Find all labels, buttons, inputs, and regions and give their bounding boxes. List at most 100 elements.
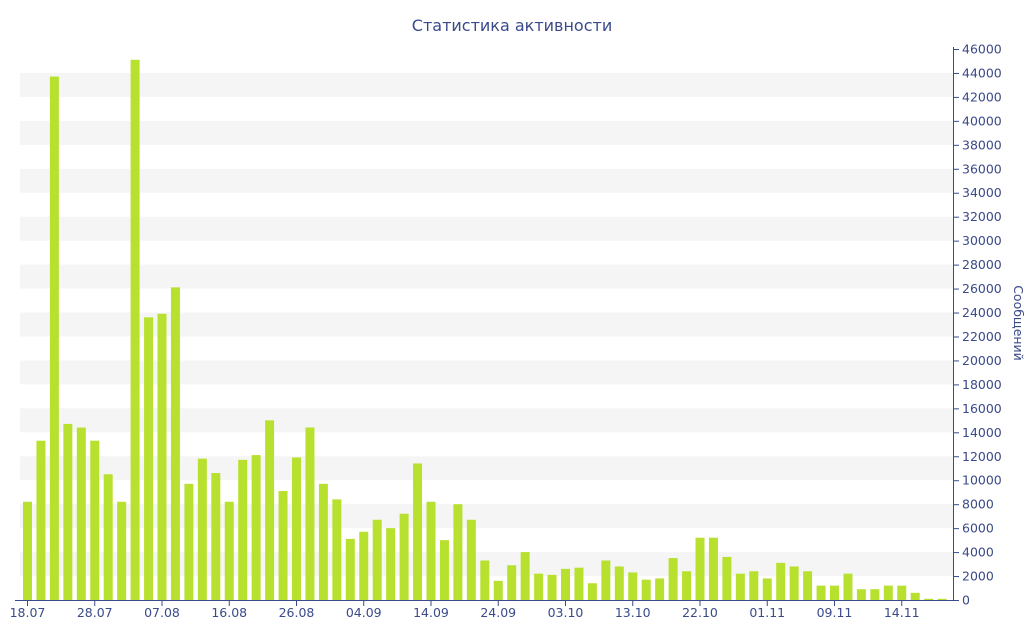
bar — [668, 558, 678, 600]
bar — [870, 589, 880, 600]
y-tick-label: 24000 — [962, 305, 1002, 320]
bar — [426, 501, 436, 600]
bar — [830, 585, 839, 600]
bar — [641, 579, 651, 600]
x-tick-label: 09.11 — [817, 605, 853, 620]
x-tick-label: 14.09 — [413, 605, 449, 620]
grid-bands — [20, 72, 953, 577]
bar — [776, 562, 786, 600]
y-tick-label: 28000 — [962, 257, 1002, 272]
bar — [386, 528, 396, 600]
x-tick-label: 03.10 — [548, 605, 584, 620]
bar — [910, 592, 920, 600]
bar — [856, 589, 866, 600]
y-tick-label: 32000 — [962, 209, 1002, 224]
x-tick-label: 13.10 — [615, 605, 651, 620]
x-tick-label: 26.08 — [279, 605, 315, 620]
bar — [372, 519, 382, 600]
bar — [897, 585, 907, 600]
y-tick-label: 42000 — [962, 89, 1002, 104]
x-tick-label: 18.07 — [10, 605, 46, 620]
grid-band — [20, 72, 953, 97]
bar — [480, 560, 490, 600]
bar — [130, 59, 140, 600]
y-tick-label: 26000 — [962, 281, 1002, 296]
y-tick-label: 40000 — [962, 113, 1002, 128]
bar — [682, 571, 692, 600]
bar — [816, 585, 826, 600]
grid-band — [20, 120, 953, 145]
grid-band — [20, 360, 953, 385]
x-tick-label: 04.09 — [346, 605, 382, 620]
bar — [574, 567, 584, 600]
y-tick-label: 16000 — [962, 401, 1002, 416]
y-tick-label: 36000 — [962, 161, 1002, 176]
y-tick-label: 8000 — [962, 497, 994, 512]
bar — [614, 566, 624, 600]
bar — [655, 578, 665, 600]
grid-band — [20, 216, 953, 241]
bar — [305, 427, 315, 600]
bar — [507, 565, 517, 600]
bar — [292, 457, 301, 600]
bar — [144, 317, 154, 600]
bar — [466, 519, 476, 600]
y-tick-label: 22000 — [962, 329, 1002, 344]
bar — [170, 287, 180, 600]
bar — [63, 423, 73, 600]
y-tick-label: 44000 — [962, 65, 1002, 80]
x-tick-label: 24.09 — [480, 605, 516, 620]
bar — [251, 455, 261, 600]
x-tick-label: 07.08 — [144, 605, 180, 620]
y-tick-label: 10000 — [962, 473, 1002, 488]
x-tick-label: 28.07 — [77, 605, 113, 620]
grid-band — [20, 264, 953, 289]
bar — [345, 538, 355, 600]
bar — [211, 473, 221, 600]
y-tick-label: 6000 — [962, 521, 994, 536]
bar — [224, 501, 234, 600]
y-tick-label: 20000 — [962, 353, 1002, 368]
bar — [157, 313, 167, 600]
bar — [90, 440, 100, 600]
bar — [103, 474, 113, 600]
bar — [587, 583, 597, 600]
bar — [413, 463, 423, 600]
x-tick-label: 16.08 — [211, 605, 247, 620]
grid-band — [20, 312, 953, 337]
bar — [883, 585, 893, 600]
bar — [453, 504, 463, 600]
y-axis-label: Сообщений — [1011, 285, 1024, 361]
x-tick-label: 14.11 — [884, 605, 920, 620]
bar — [332, 499, 342, 600]
y-tick-label: 38000 — [962, 137, 1002, 152]
bar — [318, 483, 328, 600]
bar — [534, 573, 544, 600]
bar — [49, 76, 59, 601]
bar — [789, 566, 799, 600]
bar — [238, 459, 248, 600]
bar — [520, 552, 530, 600]
bar — [76, 427, 86, 600]
y-tick-label: 46000 — [962, 42, 1002, 57]
bar — [924, 598, 934, 600]
bar — [937, 598, 947, 600]
bar — [439, 540, 449, 600]
y-tick-label: 18000 — [962, 377, 1002, 392]
x-axis-ticks: 18.07 28.07 07.08 16.08 26.08 04.09 14.09 24.09… — [10, 600, 920, 620]
bar — [184, 483, 194, 600]
y-tick-label: 34000 — [962, 185, 1002, 200]
y-tick-label: 12000 — [962, 449, 1002, 464]
bar — [628, 572, 638, 600]
bar — [708, 537, 718, 600]
y-tick-label: 4000 — [962, 545, 994, 560]
bar — [23, 501, 32, 600]
bar — [547, 574, 557, 600]
bar — [359, 531, 369, 600]
bar — [278, 490, 288, 600]
y-tick-label: 14000 — [962, 425, 1002, 440]
grid-band — [20, 168, 953, 193]
bar — [117, 501, 127, 600]
bars — [23, 59, 947, 601]
